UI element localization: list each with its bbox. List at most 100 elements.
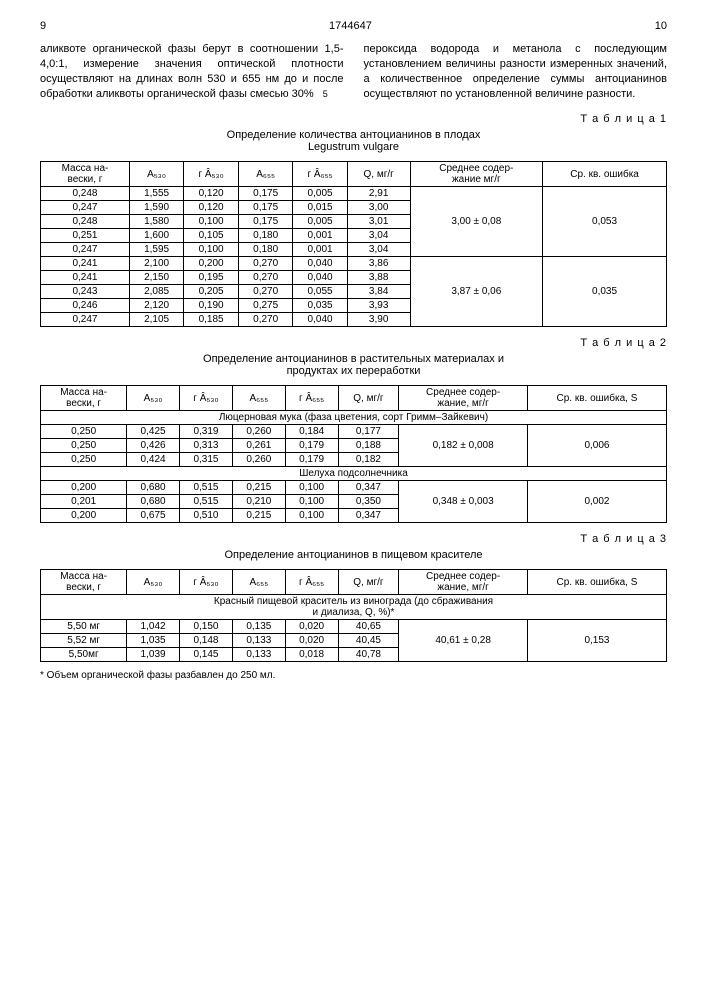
col-header: Масса на-вески, г — [41, 162, 130, 187]
cell: 0,100 — [285, 495, 338, 509]
cell: 1,039 — [127, 648, 180, 662]
cell: 0,250 — [41, 453, 127, 467]
table-row: 0,2500,4250,3190,2600,1840,1770,182 ± 0,… — [41, 425, 667, 439]
col-header: Q, мг/г — [338, 570, 399, 595]
cell: 0,215 — [233, 509, 286, 523]
cell: 3,86 — [347, 257, 410, 271]
right-column: пероксида водорода и метанола с последую… — [364, 42, 668, 101]
cell: 0,215 — [233, 481, 286, 495]
cell: 0,515 — [179, 481, 232, 495]
col-header: A₅₃₀ — [127, 570, 180, 595]
cell: 0,005 — [293, 187, 348, 201]
cell: 0,250 — [41, 439, 127, 453]
col-header: Масса на-вески, г — [41, 570, 127, 595]
cell: 0,426 — [127, 439, 180, 453]
cell: 0,195 — [184, 271, 239, 285]
cell: 0,040 — [293, 257, 348, 271]
cell: 0,006 — [527, 425, 666, 467]
cell: 0,135 — [233, 620, 286, 634]
table3-label: Т а б л и ц а 3 — [40, 533, 667, 545]
cell: 0,179 — [285, 439, 338, 453]
cell: 0,035 — [293, 299, 348, 313]
sub-header-row: Красный пищевой краситель из винограда (… — [41, 595, 667, 620]
cell: 0,145 — [179, 648, 232, 662]
cell: 0,177 — [338, 425, 399, 439]
cell: 1,590 — [129, 201, 183, 215]
table2-label: Т а б л и ц а 2 — [40, 337, 667, 349]
cell: 3,04 — [347, 243, 410, 257]
cell: 0,243 — [41, 285, 130, 299]
cell: 0,133 — [233, 648, 286, 662]
col-header: г Â₆₅₅ — [285, 570, 338, 595]
cell: 0,319 — [179, 425, 232, 439]
cell: 3,90 — [347, 313, 410, 327]
cell: 0,247 — [41, 201, 130, 215]
cell: 0,241 — [41, 257, 130, 271]
cell: 0,120 — [184, 187, 239, 201]
cell: 0,424 — [127, 453, 180, 467]
col-header: Ср. кв. ошибка — [543, 162, 667, 187]
table-row: 0,2000,6800,5150,2150,1000,3470,348 ± 0,… — [41, 481, 667, 495]
cell: 0,100 — [184, 243, 239, 257]
cell: 0,180 — [239, 243, 293, 257]
col-header: Q, мг/г — [338, 386, 399, 411]
cell: 0,347 — [338, 509, 399, 523]
table-row: 0,2481,5550,1200,1750,0052,913,00 ± 0,08… — [41, 187, 667, 201]
page-num-left: 9 — [40, 20, 46, 32]
cell: 0,348 ± 0,003 — [399, 481, 528, 523]
table2: Масса на-вески, гA₅₃₀г Â₅₃₀A₆₅₅г Â₆₅₅Q, … — [40, 385, 667, 523]
col-header: A₅₃₀ — [129, 162, 183, 187]
col-header: Среднее содер-жание мг/г — [410, 162, 543, 187]
cell: 0,148 — [179, 634, 232, 648]
cell: 0,205 — [184, 285, 239, 299]
cell: 0,100 — [285, 481, 338, 495]
cell: 0,510 — [179, 509, 232, 523]
cell: 0,018 — [285, 648, 338, 662]
cell: 0,200 — [184, 257, 239, 271]
col-header: г Â₅₃₀ — [179, 570, 232, 595]
col-header: Масса на-вески, г — [41, 386, 127, 411]
cell: 0,247 — [41, 313, 130, 327]
cell: 40,65 — [338, 620, 399, 634]
cell: 5,50мг — [41, 648, 127, 662]
cell: 0,188 — [338, 439, 399, 453]
cell: 0,153 — [527, 620, 666, 662]
cell: 0,248 — [41, 215, 130, 229]
cell: 40,78 — [338, 648, 399, 662]
sub-header-row: Шелуха подсолнечника — [41, 467, 667, 481]
cell: 0,184 — [285, 425, 338, 439]
table2-title: Определение антоцианинов в растительных … — [40, 353, 667, 377]
cell: 5,50 мг — [41, 620, 127, 634]
cell: 0,248 — [41, 187, 130, 201]
table1-title: Определение количества антоцианинов в пл… — [40, 129, 667, 153]
cell: 0,246 — [41, 299, 130, 313]
cell: 0,270 — [239, 285, 293, 299]
left-column: аликвоте органической фазы берут в соотн… — [40, 42, 344, 101]
cell: 0,201 — [41, 495, 127, 509]
col-header: г Â₅₃₀ — [184, 162, 239, 187]
footnote: * Объем органической фазы разбавлен до 2… — [40, 670, 667, 681]
cell: 0,182 — [338, 453, 399, 467]
page-num-right: 10 — [655, 20, 667, 32]
cell: 0,350 — [338, 495, 399, 509]
cell: 0,175 — [239, 215, 293, 229]
cell: 0,179 — [285, 453, 338, 467]
col-header: Ср. кв. ошибка, S — [527, 570, 666, 595]
cell: 0,020 — [285, 634, 338, 648]
cell: 3,00 ± 0,08 — [410, 187, 543, 257]
line-marker: 5 — [323, 89, 328, 99]
cell: 2,085 — [129, 285, 183, 299]
table1-label: Т а б л и ц а 1 — [40, 113, 667, 125]
cell: 1,580 — [129, 215, 183, 229]
cell: 0,100 — [184, 215, 239, 229]
cell: 0,100 — [285, 509, 338, 523]
cell: 0,120 — [184, 201, 239, 215]
cell: 0,055 — [293, 285, 348, 299]
cell: 0,347 — [338, 481, 399, 495]
cell: 0,002 — [527, 481, 666, 523]
table3: Масса на-вески, гA₅₃₀г Â₅₃₀A₆₅₅г Â₆₅₅Q, … — [40, 569, 667, 662]
cell: 2,120 — [129, 299, 183, 313]
body-text: аликвоте органической фазы берут в соотн… — [40, 42, 667, 101]
cell: 3,00 — [347, 201, 410, 215]
cell: 0,001 — [293, 229, 348, 243]
